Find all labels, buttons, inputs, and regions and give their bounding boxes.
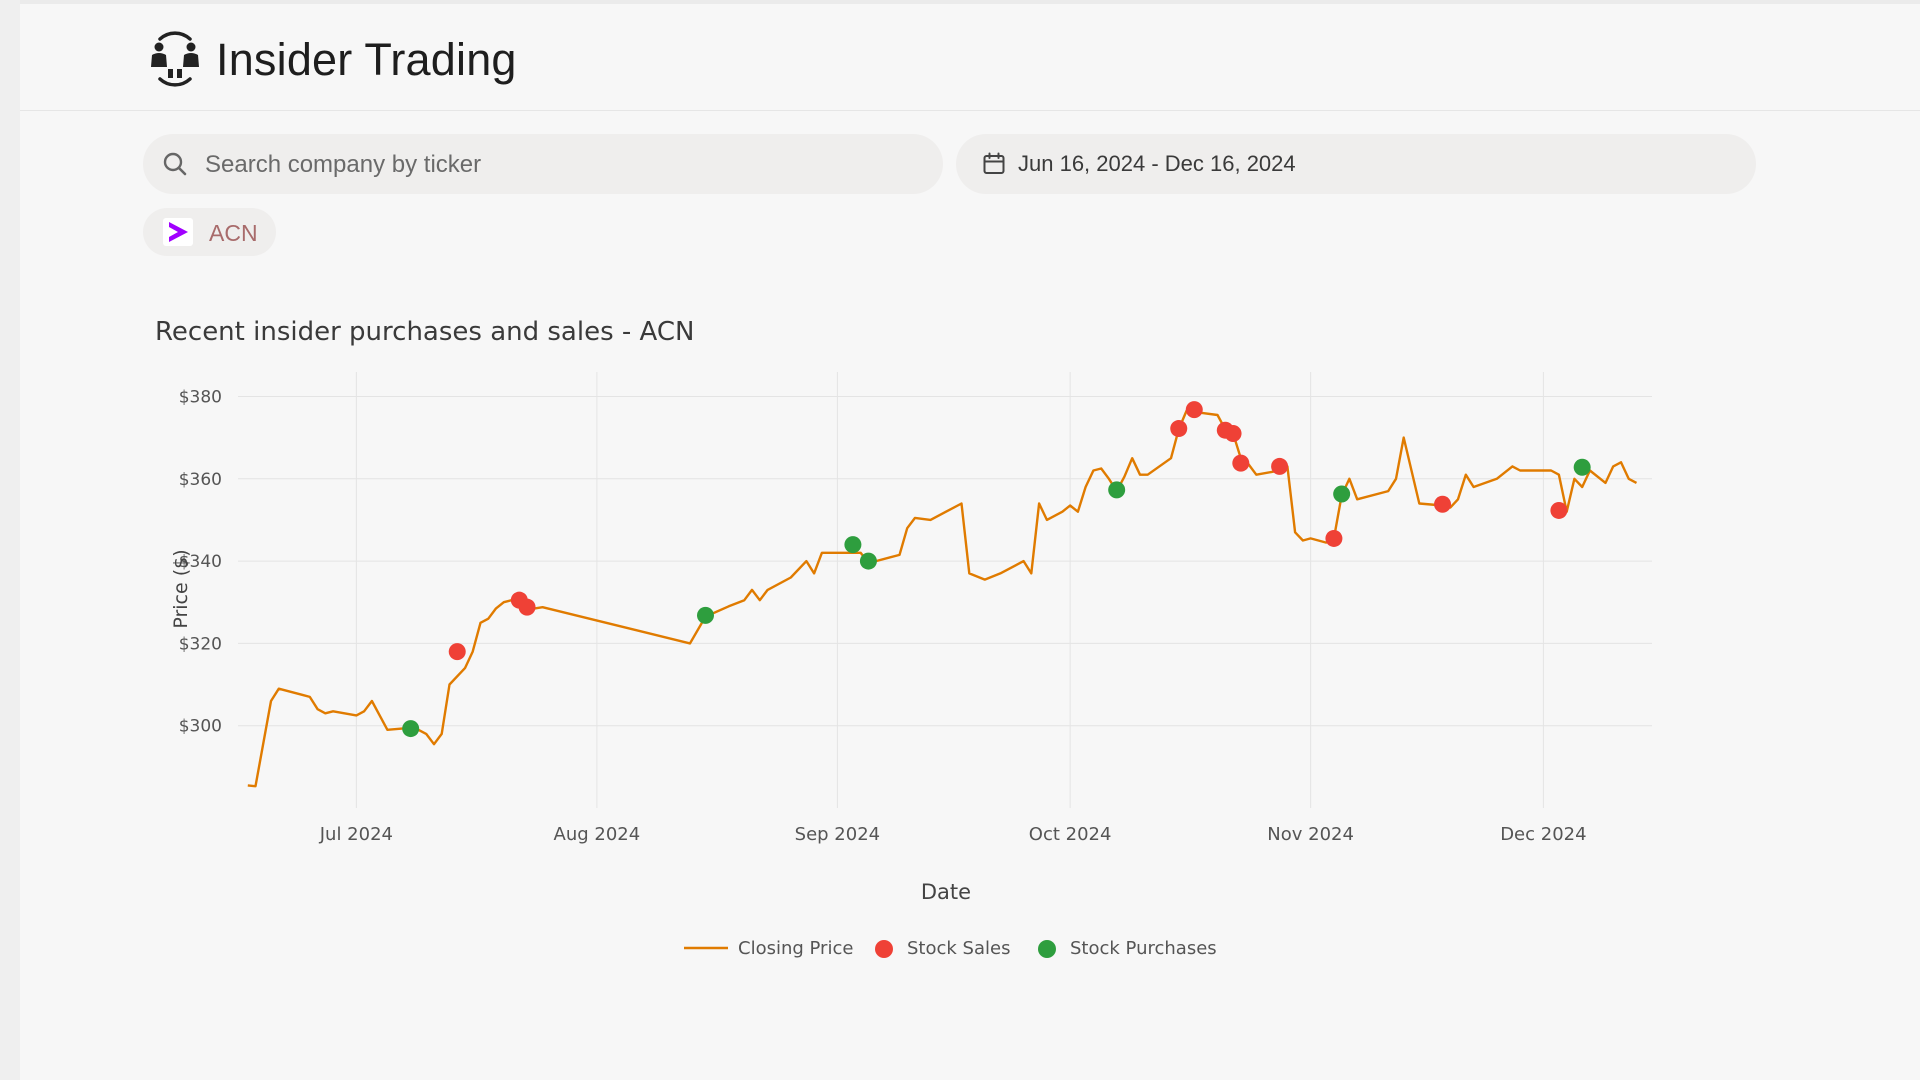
sale-marker [1271,457,1289,475]
purchase-marker [1573,458,1591,476]
legend-item-closing-price[interactable]: Closing Price [680,933,854,963]
y-tick-label: $300 [179,717,222,737]
accenture-logo-icon [163,218,193,246]
x-tick-label: Sep 2024 [795,824,880,845]
purchase-marker [696,606,714,624]
search-icon [163,152,187,176]
legend-label-stock-sales: Stock Sales [907,938,1011,959]
legend-dot-sales [875,940,893,958]
purchase-marker [402,720,420,738]
x-tick-label: Jul 2024 [319,824,393,845]
sale-marker [448,643,466,661]
price-chart: Jul 2024 Aug 2024 Sep 2024 Oct 2024 Nov 2024… [170,372,1652,904]
window-top-edge [0,0,1920,4]
legend-dot-purchases [1038,940,1056,958]
purchase-marker [1333,485,1351,503]
y-tick-label: $380 [179,387,222,407]
legend-label-stock-purchases: Stock Purchases [1070,938,1217,959]
y-axis-title: Price ($) [170,549,192,628]
y-tick-label: $320 [179,634,222,654]
sale-marker [1170,420,1188,438]
y-tick-label: $360 [179,470,222,490]
sale-marker [1325,529,1343,547]
sale-marker [1434,495,1452,513]
closing-price-line [247,407,1638,788]
left-rail [0,0,20,1080]
date-range-picker[interactable]: Jun 16, 2024 - Dec 16, 2024 [956,134,1756,194]
purchase-marker [1108,481,1126,499]
x-tick-label: Dec 2024 [1500,824,1586,845]
sale-marker [1224,425,1242,442]
purchase-marker [844,536,862,554]
legend-label-closing-price: Closing Price [738,938,854,959]
y-tick-label: $340 [179,552,222,572]
sale-marker [1185,401,1203,419]
search-bar[interactable] [143,134,943,194]
ticker-chip-acn[interactable]: ACN [143,208,276,256]
calendar-icon [983,152,1005,174]
chart-title: Recent insider purchases and sales - ACN [155,317,695,347]
x-tick-label: Nov 2024 [1267,824,1354,845]
sale-marker [1232,454,1250,472]
ticker-chip-label: ACN [209,220,258,246]
sale-marker [1550,501,1568,519]
legend-item-stock-sales[interactable]: Stock Sales [873,933,1023,963]
people-exchange-icon [151,31,199,87]
search-input[interactable] [203,147,907,183]
x-tick-label: Aug 2024 [554,824,641,845]
legend-item-stock-purchases[interactable]: Stock Purchases [1036,933,1226,963]
x-axis-title: Date [921,880,971,904]
app-title: Insider Trading [216,34,517,85]
sale-marker [518,598,536,616]
app-header: Insider Trading [20,4,1920,111]
legend-line-swatch [684,946,728,950]
purchase-marker [859,552,877,570]
x-tick-label: Oct 2024 [1029,824,1112,845]
date-range-label: Jun 16, 2024 - Dec 16, 2024 [1018,151,1296,176]
